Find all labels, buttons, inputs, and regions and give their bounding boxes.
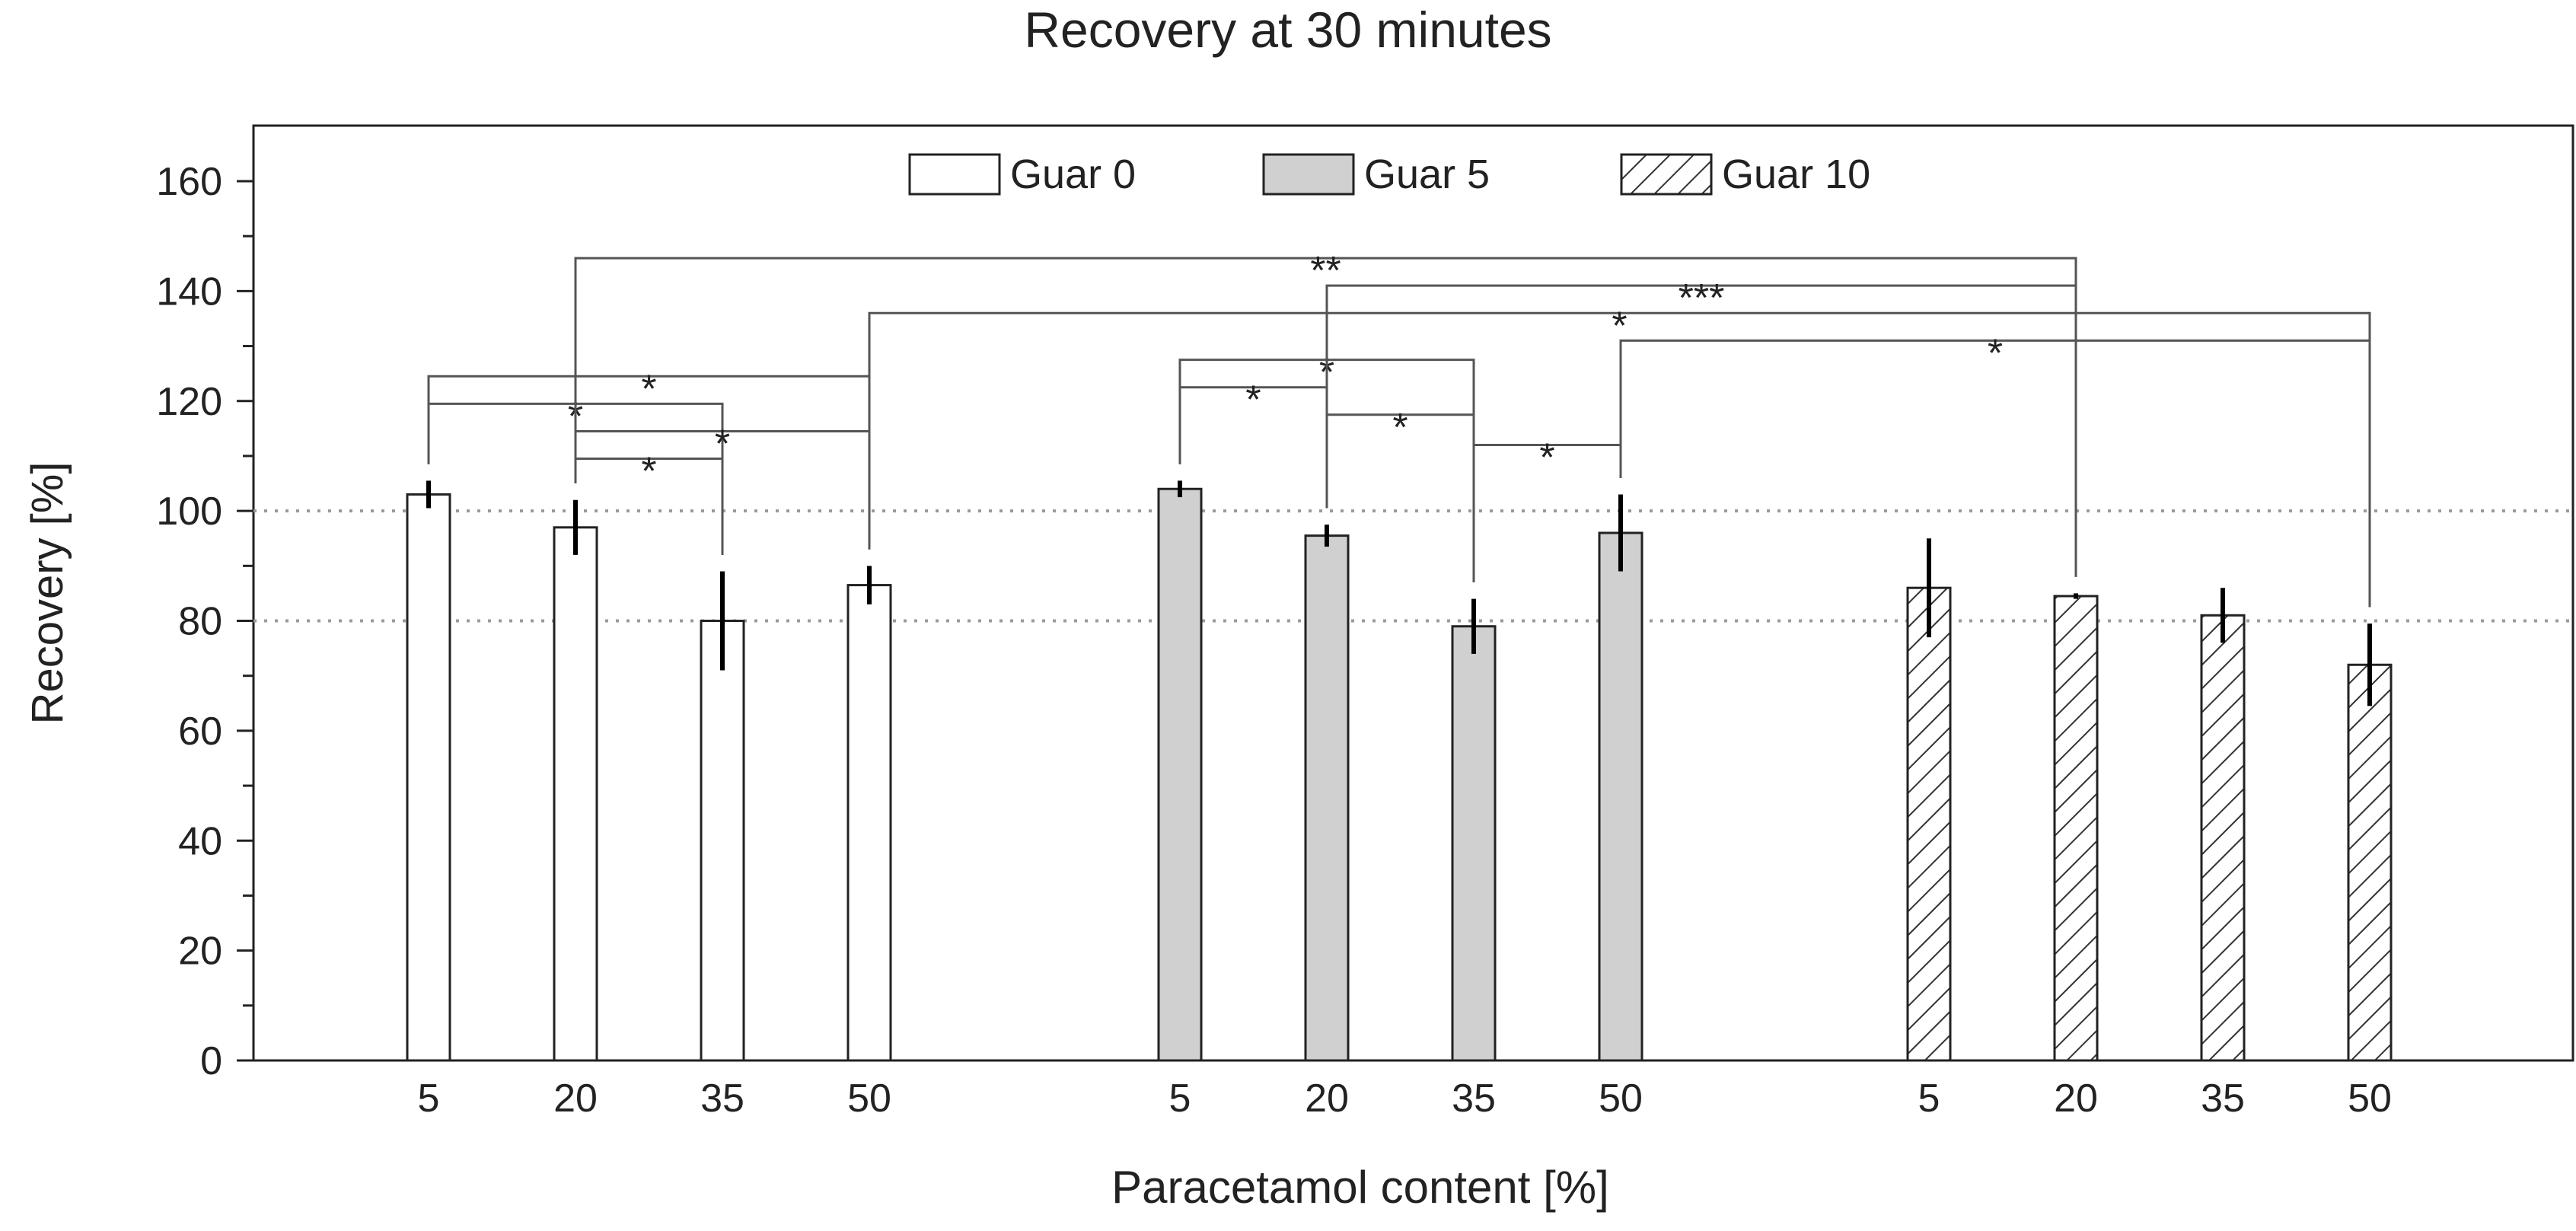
bar-guar-10-35 [2200, 614, 2246, 1062]
x-tick-label: 50 [1599, 1076, 1643, 1121]
chart-title: Recovery at 30 minutes [1024, 2, 1551, 58]
y-tick-label: 60 [178, 710, 222, 754]
y-tick-label: 20 [178, 930, 222, 974]
x-axis-label: Paracetamol content [%] [1111, 1162, 1609, 1213]
legend-swatch-white [908, 153, 1001, 196]
y-tick-label: 100 [156, 490, 222, 534]
x-tick-label: 35 [2201, 1076, 2245, 1121]
x-tick-label: 20 [1305, 1076, 1349, 1121]
x-tick-label: 20 [2054, 1076, 2098, 1121]
bar-group [406, 487, 2393, 1062]
x-tick-label: 35 [1452, 1076, 1496, 1121]
error-bars [426, 480, 2372, 706]
x-tick-label: 20 [553, 1076, 598, 1121]
significance-bracket [1619, 339, 2371, 608]
bar-guar-10-50 [2347, 663, 2393, 1062]
significance-label: * [641, 450, 656, 494]
significance-label: * [1539, 436, 1554, 480]
bar-guar-5-35 [1451, 625, 1497, 1062]
bar-guar-0-50 [846, 584, 892, 1062]
significance-brackets: *************** [427, 249, 2371, 608]
bar-guar-0-5 [406, 493, 451, 1062]
legend-swatch-hatch [1620, 153, 1713, 196]
y-tick-label: 120 [156, 380, 222, 424]
significance-label: *** [1679, 276, 1725, 321]
significance-label: * [1612, 304, 1627, 348]
significance-label: * [715, 422, 730, 466]
x-axis: 5 20 35 50 5 20 35 50 5 20 35 50 [418, 1076, 2392, 1121]
legend-label: Guar 10 [1722, 151, 1870, 197]
bar-guar-5-5 [1157, 487, 1203, 1062]
legend: Guar 0 Guar 5 Guar 10 [908, 151, 1870, 197]
x-tick-label: 5 [418, 1076, 440, 1121]
significance-label: * [1988, 331, 2003, 375]
x-tick-label: 5 [1169, 1076, 1191, 1121]
x-tick-label: 35 [700, 1076, 744, 1121]
legend-label: Guar 0 [1010, 151, 1136, 197]
legend-label: Guar 5 [1364, 151, 1490, 197]
legend-swatch-grey [1262, 153, 1355, 196]
bar-guar-5-50 [1598, 531, 1643, 1062]
bar-guar-0-20 [553, 526, 598, 1062]
bar-guar-10-5 [1906, 586, 1952, 1062]
significance-label: * [1245, 378, 1261, 423]
plot-area [252, 124, 2574, 1062]
significance-bracket [1325, 284, 2077, 577]
bar-guar-0-35 [700, 620, 745, 1062]
bar-guar-5-20 [1304, 534, 1350, 1062]
y-tick-label: 160 [156, 160, 222, 204]
y-axis: 0 20 40 60 80 100 120 140 160 [156, 160, 253, 1083]
y-tick-label: 0 [200, 1039, 222, 1083]
significance-label: * [1392, 406, 1408, 450]
bar-guar-10-20 [2053, 595, 2099, 1062]
reference-lines [253, 509, 2573, 623]
y-axis-label: Recovery [%] [23, 462, 72, 725]
x-tick-label: 50 [847, 1076, 891, 1121]
y-tick-label: 140 [156, 269, 222, 314]
significance-label: * [641, 367, 656, 411]
y-tick-label: 40 [178, 819, 222, 863]
y-tick-label: 80 [178, 600, 222, 644]
x-tick-label: 50 [2348, 1076, 2392, 1121]
x-tick-label: 5 [1918, 1076, 1940, 1121]
